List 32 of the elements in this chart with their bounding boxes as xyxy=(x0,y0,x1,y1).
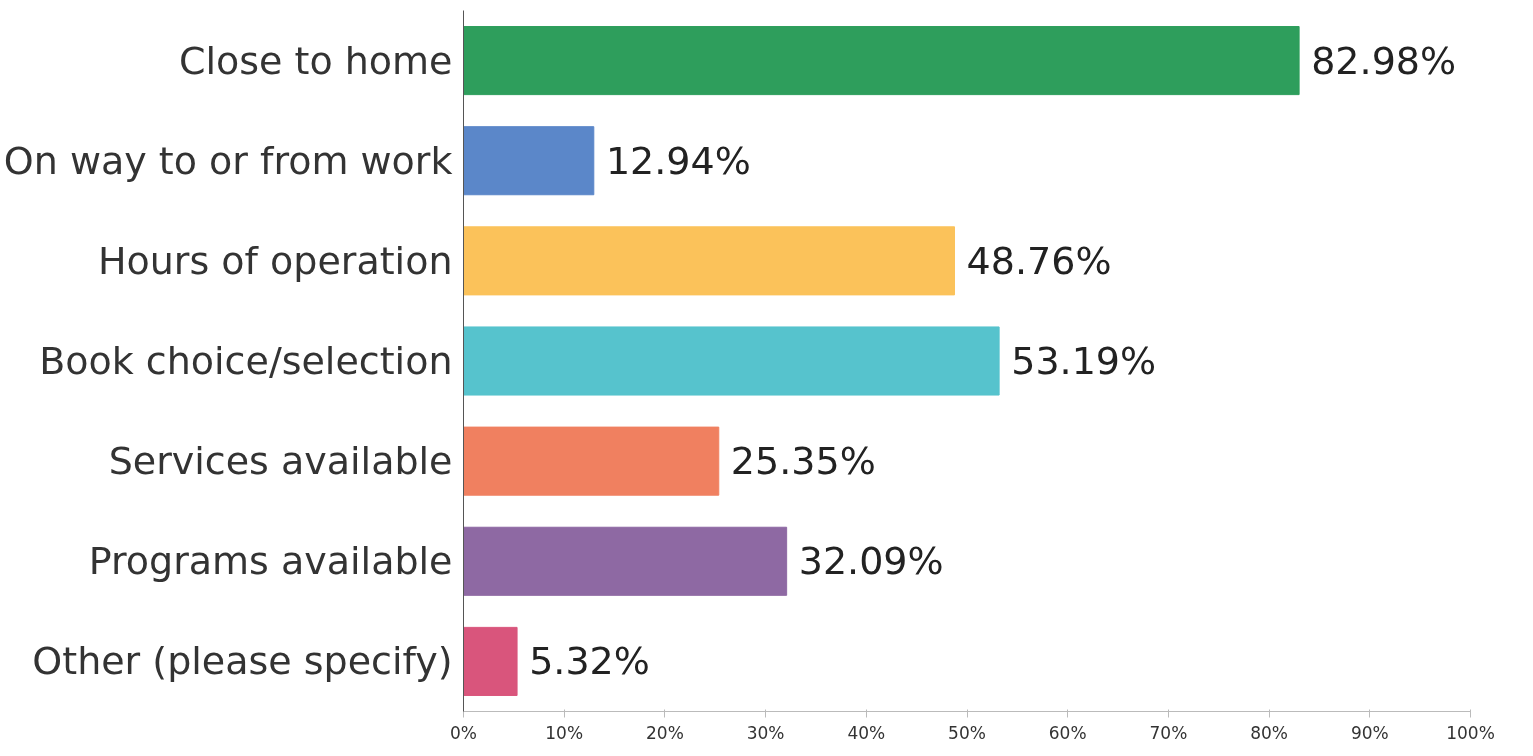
x-tick-label: 20% xyxy=(646,722,684,743)
data-label: 25.35% xyxy=(730,439,876,484)
bar xyxy=(463,326,1000,396)
x-tick-label: 30% xyxy=(746,722,785,743)
data-label: 53.19% xyxy=(1011,339,1157,383)
bar xyxy=(463,426,720,496)
data-label: 82.98% xyxy=(1311,38,1457,83)
x-tick-label: 90% xyxy=(1350,722,1389,743)
x-tick-label: 70% xyxy=(1149,722,1188,743)
data-label: 5.32% xyxy=(529,639,650,684)
x-tick-label: 10% xyxy=(545,722,584,743)
bar xyxy=(463,526,788,596)
x-tick-label: 80% xyxy=(1250,722,1288,743)
data-label: 48.76% xyxy=(966,238,1112,283)
y-tick-label: Programs available xyxy=(88,539,453,584)
data-label: 12.94% xyxy=(605,138,751,183)
x-tick-label: 50% xyxy=(948,722,986,743)
bar xyxy=(463,226,956,296)
x-tick-label: 100% xyxy=(1446,722,1495,743)
x-tick-label: 60% xyxy=(1048,722,1087,743)
y-tick-label: On way to or from work xyxy=(3,138,453,183)
bar xyxy=(463,26,1300,96)
y-tick-label: Close to home xyxy=(178,38,453,83)
x-tick-label: 0% xyxy=(450,722,477,743)
data-label: 32.09% xyxy=(798,539,944,584)
bar xyxy=(463,126,595,196)
y-tick-label: Hours of operation xyxy=(97,238,453,283)
y-tick-label: Services available xyxy=(108,439,453,484)
y-tick-label: Book choice/selection xyxy=(39,339,453,383)
bar xyxy=(463,626,518,696)
y-tick-label: Other (please specify) xyxy=(32,639,453,684)
x-tick-label: 40% xyxy=(847,722,886,743)
